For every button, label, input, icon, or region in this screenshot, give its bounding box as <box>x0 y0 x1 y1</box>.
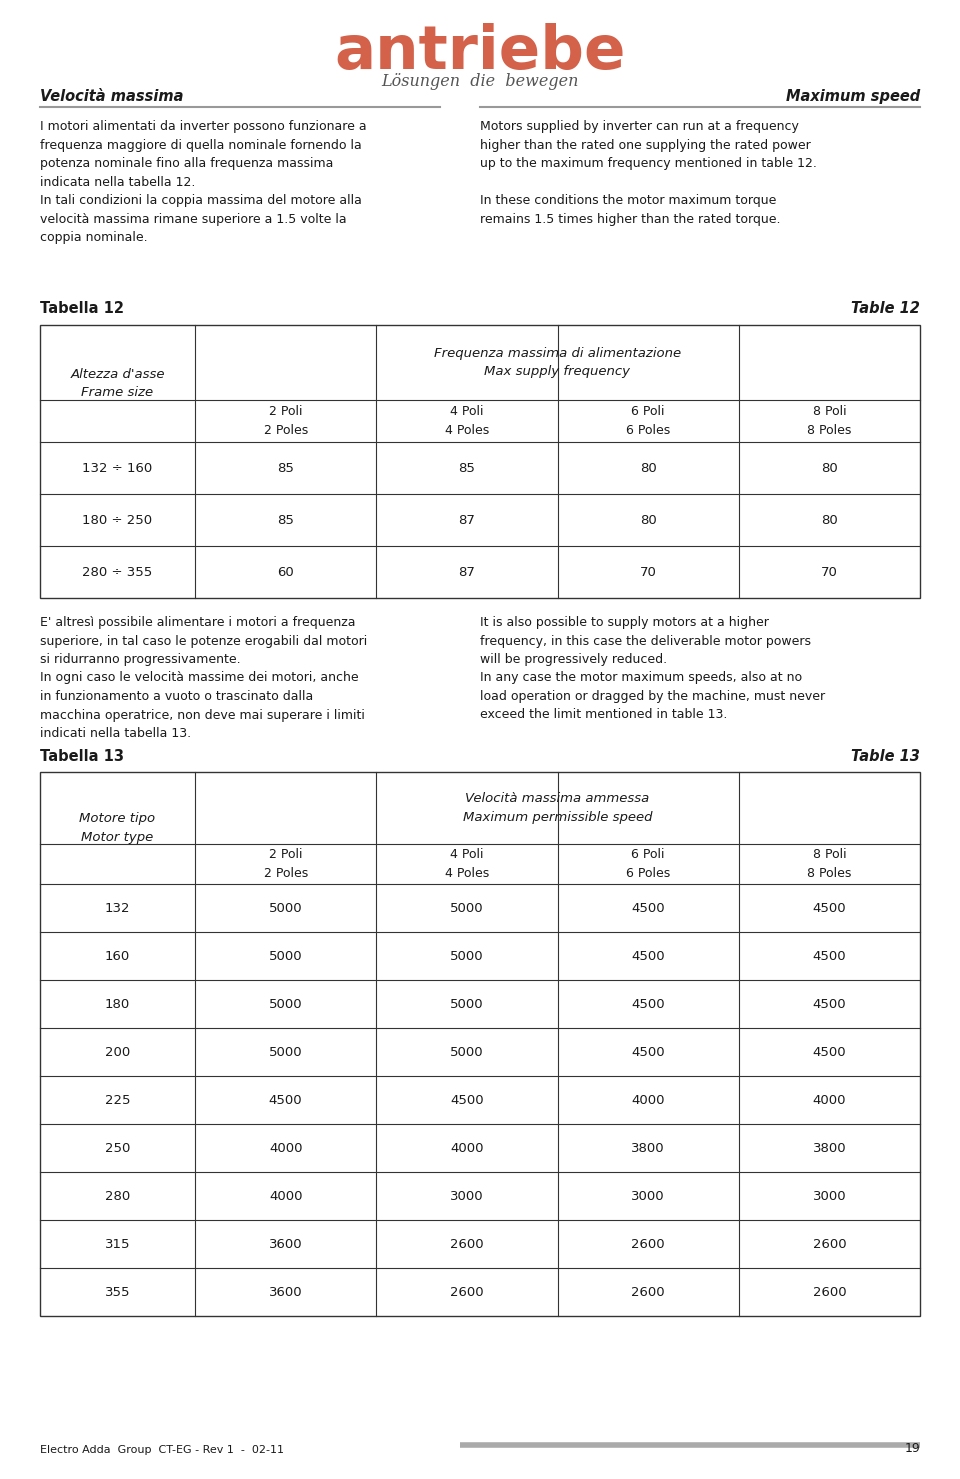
Text: 5000: 5000 <box>450 1046 484 1059</box>
Text: 87: 87 <box>459 513 475 527</box>
Text: 225: 225 <box>105 1093 131 1106</box>
Text: 2600: 2600 <box>812 1238 846 1251</box>
Text: 4500: 4500 <box>269 1093 302 1106</box>
Text: 4500: 4500 <box>632 1046 665 1059</box>
Text: 6 Poli
6 Poles: 6 Poli 6 Poles <box>626 405 670 436</box>
Text: 2600: 2600 <box>632 1238 665 1251</box>
Text: 3800: 3800 <box>632 1142 665 1155</box>
Text: 80: 80 <box>821 461 838 475</box>
Text: 132 ÷ 160: 132 ÷ 160 <box>83 461 153 475</box>
Text: 180 ÷ 250: 180 ÷ 250 <box>83 513 153 527</box>
Text: antriebe: antriebe <box>334 22 626 81</box>
Text: Motors supplied by inverter can run at a frequency
higher than the rated one sup: Motors supplied by inverter can run at a… <box>480 120 817 225</box>
Bar <box>40 772 920 1316</box>
Text: I motori alimentati da inverter possono funzionare a
frequenza maggiore di quell: I motori alimentati da inverter possono … <box>40 120 367 244</box>
Text: 4 Poli
4 Poles: 4 Poli 4 Poles <box>444 849 489 880</box>
Text: 80: 80 <box>639 513 657 527</box>
Text: 2 Poli
2 Poles: 2 Poli 2 Poles <box>263 405 308 436</box>
Text: 4000: 4000 <box>632 1093 665 1106</box>
Text: Lösungen  die  bewegen: Lösungen die bewegen <box>381 74 579 90</box>
Text: 132: 132 <box>105 902 131 914</box>
Text: 70: 70 <box>821 565 838 578</box>
Text: 4500: 4500 <box>812 1046 846 1059</box>
Text: 5000: 5000 <box>269 997 302 1010</box>
Text: 2600: 2600 <box>812 1285 846 1299</box>
Text: 3000: 3000 <box>450 1189 484 1202</box>
Text: 19: 19 <box>904 1442 920 1455</box>
Text: 5000: 5000 <box>269 950 302 963</box>
Text: 280: 280 <box>105 1189 131 1202</box>
Text: 4500: 4500 <box>812 950 846 963</box>
Text: 3000: 3000 <box>812 1189 846 1202</box>
Text: 3000: 3000 <box>632 1189 665 1202</box>
Text: 4000: 4000 <box>269 1189 302 1202</box>
Text: Table 12: Table 12 <box>852 302 920 317</box>
Text: 4500: 4500 <box>632 997 665 1010</box>
Text: 4500: 4500 <box>632 950 665 963</box>
Text: Frequenza massima di alimentazione
Max supply frequency: Frequenza massima di alimentazione Max s… <box>434 346 681 379</box>
Text: 4000: 4000 <box>269 1142 302 1155</box>
Bar <box>40 325 920 598</box>
Text: 85: 85 <box>277 461 294 475</box>
Text: Velocità massima: Velocità massima <box>40 89 183 104</box>
Text: 60: 60 <box>277 565 294 578</box>
Text: Maximum speed: Maximum speed <box>785 89 920 104</box>
Text: 2600: 2600 <box>450 1285 484 1299</box>
Text: 200: 200 <box>105 1046 131 1059</box>
Text: 315: 315 <box>105 1238 131 1251</box>
Text: 180: 180 <box>105 997 131 1010</box>
Text: It is also possible to supply motors at a higher
frequency, in this case the del: It is also possible to supply motors at … <box>480 615 826 722</box>
Text: Table 13: Table 13 <box>852 748 920 765</box>
Text: Altezza d'asse
Frame size: Altezza d'asse Frame size <box>70 368 165 399</box>
Text: 160: 160 <box>105 950 131 963</box>
Text: 2600: 2600 <box>450 1238 484 1251</box>
Text: 5000: 5000 <box>450 950 484 963</box>
Text: 80: 80 <box>821 513 838 527</box>
Text: 70: 70 <box>639 565 657 578</box>
Text: Velocità massima ammessa
Maximum permissible speed: Velocità massima ammessa Maximum permiss… <box>463 793 652 824</box>
Text: Motore tipo
Motor type: Motore tipo Motor type <box>80 812 156 843</box>
Text: 355: 355 <box>105 1285 131 1299</box>
Text: 4000: 4000 <box>450 1142 484 1155</box>
Text: 2600: 2600 <box>632 1285 665 1299</box>
Text: E' altresì possibile alimentare i motori a frequenza
superiore, in tal caso le p: E' altresì possibile alimentare i motori… <box>40 615 368 740</box>
Text: 280 ÷ 355: 280 ÷ 355 <box>83 565 153 578</box>
Text: 2 Poli
2 Poles: 2 Poli 2 Poles <box>263 849 308 880</box>
Text: 4500: 4500 <box>812 902 846 914</box>
Text: Tabella 13: Tabella 13 <box>40 748 124 765</box>
Text: Tabella 12: Tabella 12 <box>40 302 124 317</box>
Text: 85: 85 <box>459 461 475 475</box>
Text: 80: 80 <box>639 461 657 475</box>
Text: 3600: 3600 <box>269 1285 302 1299</box>
Text: 3800: 3800 <box>812 1142 846 1155</box>
Text: 4000: 4000 <box>812 1093 846 1106</box>
Text: 8 Poli
8 Poles: 8 Poli 8 Poles <box>807 405 852 436</box>
Text: 5000: 5000 <box>450 902 484 914</box>
Text: 85: 85 <box>277 513 294 527</box>
Text: 4500: 4500 <box>632 902 665 914</box>
Text: 5000: 5000 <box>269 1046 302 1059</box>
Text: 5000: 5000 <box>269 902 302 914</box>
Text: 4500: 4500 <box>450 1093 484 1106</box>
Text: 6 Poli
6 Poles: 6 Poli 6 Poles <box>626 849 670 880</box>
Text: Electro Adda  Group  CT-EG - Rev 1  -  02-11: Electro Adda Group CT-EG - Rev 1 - 02-11 <box>40 1445 284 1455</box>
Text: 4500: 4500 <box>812 997 846 1010</box>
Text: 5000: 5000 <box>450 997 484 1010</box>
Text: 3600: 3600 <box>269 1238 302 1251</box>
Text: 8 Poli
8 Poles: 8 Poli 8 Poles <box>807 849 852 880</box>
Text: 4 Poli
4 Poles: 4 Poli 4 Poles <box>444 405 489 436</box>
Text: 250: 250 <box>105 1142 131 1155</box>
Text: 87: 87 <box>459 565 475 578</box>
